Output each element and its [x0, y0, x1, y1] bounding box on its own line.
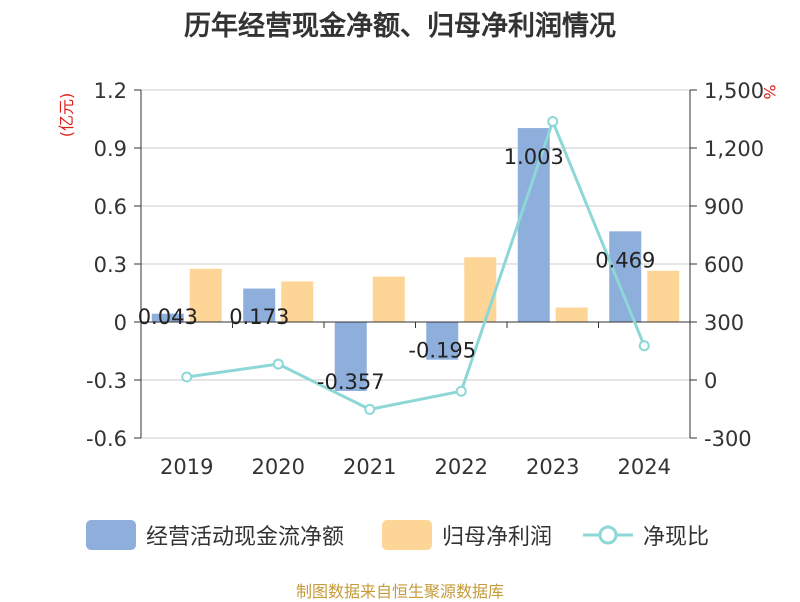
legend-cash-flow-swatch: [86, 520, 136, 550]
y-left-tick-label: 0.6: [94, 195, 127, 219]
bar-cash-flow-label: 0.469: [595, 248, 655, 272]
y-left-tick-label: 0: [114, 311, 127, 335]
bar-cash-flow: [334, 322, 367, 392]
ratio-line: [186, 117, 646, 411]
x-tick-label: 2023: [526, 455, 579, 479]
legend-cash-flow-label: 经营活动现金流净额: [146, 525, 345, 550]
bar-net-profit: [281, 281, 314, 322]
legend-net-profit-label: 归母净利润: [442, 525, 553, 550]
source-note: 制图数据来自恒生聚源数据库: [295, 582, 504, 601]
bar-cash-flow: [426, 322, 459, 360]
ratio-point: [638, 340, 650, 352]
ratio-point: [181, 371, 193, 383]
x-tick-label: 2019: [160, 455, 213, 479]
ratio-point: [455, 385, 467, 397]
bar-cash-flow: [151, 313, 184, 322]
bar-net-profit: [647, 270, 680, 322]
y-left-unit: (亿元): [57, 93, 76, 138]
legend-ratio-label: 净现比: [643, 525, 710, 550]
x-tick-label: 2020: [252, 455, 305, 479]
bar-cash-flow: [517, 128, 550, 322]
y-left-tick-label: 0.9: [94, 137, 127, 161]
y-left-tick-label: -0.6: [86, 427, 127, 451]
x-tick-label: 2021: [343, 455, 396, 479]
legend-net-profit[interactable]: 归母净利润: [382, 518, 552, 552]
bar-net-profit: [464, 257, 497, 322]
legend-cash-flow[interactable]: 经营活动现金流净额: [86, 518, 344, 552]
x-tick-label: 2022: [435, 455, 488, 479]
y-right-tick-label: -300: [704, 427, 752, 451]
y-right-unit: %: [760, 84, 779, 99]
bar-cash-flow: [609, 231, 642, 322]
legend-ratio-swatch: [583, 525, 633, 545]
y-left-tick-label: 0.3: [94, 253, 127, 277]
bar-cash-flow: [243, 288, 276, 322]
y-right-tick-label: 0: [704, 369, 717, 393]
legend-net-profit-swatch: [382, 520, 432, 550]
bar-cash-flow-label: 0.043: [138, 305, 198, 329]
bar-net-profit: [555, 307, 588, 322]
bar-net-profit: [372, 276, 405, 322]
legend-ratio[interactable]: 净现比: [583, 518, 709, 552]
y-left-tick-label: 1.2: [94, 79, 127, 103]
y-right-tick-label: 300: [704, 311, 744, 335]
y-right-tick-label: 1,500: [704, 79, 764, 103]
bar-cash-flow-label: -0.195: [408, 339, 476, 363]
y-left-tick-label: -0.3: [86, 369, 127, 393]
y-right-tick-label: 900: [704, 195, 744, 219]
bar-net-profit: [189, 268, 222, 322]
bar-cash-flow-label: 0.173: [229, 305, 289, 329]
y-right-tick-label: 1,200: [704, 137, 764, 161]
ratio-point: [272, 358, 284, 370]
y-right-tick-label: 600: [704, 253, 744, 277]
chart-title: 历年经营现金净额、归母净利润情况: [184, 11, 616, 42]
x-tick-label: 2024: [618, 455, 671, 479]
ratio-point: [547, 115, 559, 127]
bar-cash-flow-label: 1.003: [504, 145, 564, 169]
bar-cash-flow-label: -0.357: [317, 370, 385, 394]
ratio-point: [364, 403, 376, 415]
